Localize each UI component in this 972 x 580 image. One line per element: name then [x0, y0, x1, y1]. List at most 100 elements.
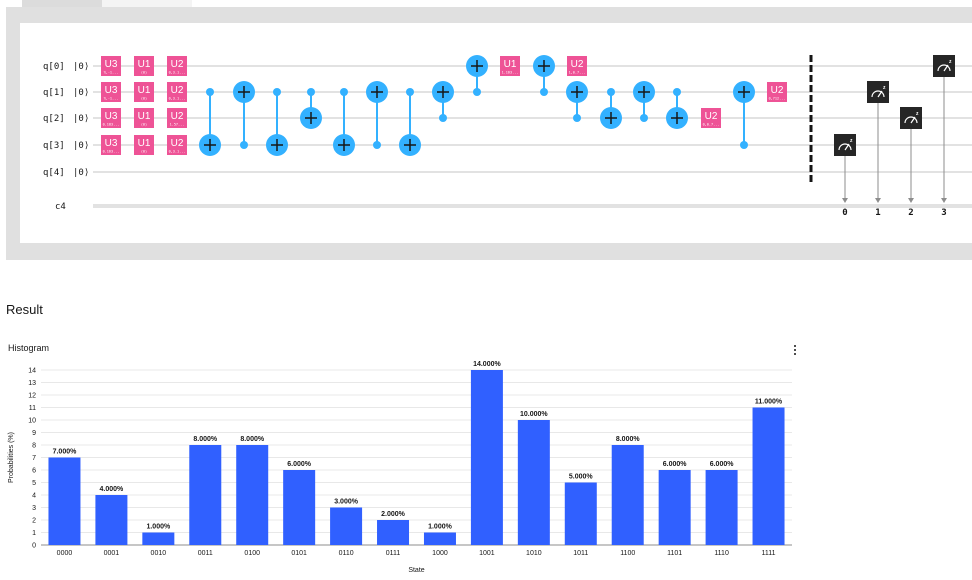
gate-box[interactable] [167, 56, 187, 76]
circuit-canvas[interactable]: q[0] |0⟩ q[1] |0⟩ q[2] |0⟩ q[3] |0⟩ q[4] |0⟩ c4 U3 π… [20, 23, 972, 243]
gate-param: 0,712... [769, 97, 786, 101]
cnot-control-dot[interactable] [240, 141, 248, 149]
measure-box[interactable] [867, 81, 889, 103]
data-label: 10.000% [520, 411, 548, 418]
bar-1001[interactable] [470, 370, 503, 545]
measure-box[interactable] [834, 134, 856, 156]
measure-box[interactable] [900, 107, 922, 129]
gate-u2[interactable]: U20,3.1... [167, 135, 187, 155]
gate-box[interactable] [134, 56, 154, 76]
cnot-control-dot[interactable] [673, 88, 681, 96]
bar-0111[interactable] [377, 520, 410, 545]
bar-0010[interactable] [142, 532, 175, 546]
gate-u3[interactable]: U3π,-1... [101, 82, 121, 102]
bar-0101[interactable] [283, 470, 316, 545]
bar-1101[interactable] [658, 470, 691, 545]
cnot-gate[interactable] [432, 81, 454, 122]
bar-0001[interactable] [95, 495, 128, 545]
cnot-gate[interactable] [533, 55, 555, 96]
cnot-gate[interactable] [633, 81, 655, 122]
bar-1100[interactable] [611, 445, 644, 545]
gate-box[interactable] [101, 56, 121, 76]
cnot-gate[interactable] [733, 81, 755, 149]
gate-box[interactable] [101, 108, 121, 128]
gate-box[interactable] [767, 82, 787, 102]
overflow-menu-icon[interactable] [788, 342, 804, 358]
cnot-control-dot[interactable] [473, 88, 481, 96]
cnot-gate[interactable] [666, 88, 688, 129]
gate-u2[interactable]: U20,0.7... [701, 108, 721, 128]
x-tick-label: 0010 [151, 550, 167, 557]
gate-box[interactable] [134, 82, 154, 102]
cnot-control-dot[interactable] [206, 88, 214, 96]
measure-box[interactable] [933, 55, 955, 77]
cnot-gate[interactable] [233, 81, 255, 149]
bar-1110[interactable] [705, 470, 738, 545]
bar-1010[interactable] [517, 420, 550, 545]
measure-gate[interactable]: z [867, 81, 889, 203]
data-label: 6.000% [287, 461, 312, 468]
gate-u2[interactable]: U20,3.1... [167, 82, 187, 102]
cnot-control-dot[interactable] [273, 88, 281, 96]
gate-name: U2 [771, 85, 784, 96]
cnot-control-dot[interactable] [640, 114, 648, 122]
measure-gate[interactable]: z [900, 107, 922, 203]
data-label: 14.000% [473, 361, 501, 368]
cnot-control-dot[interactable] [307, 88, 315, 96]
bar-0100[interactable] [236, 445, 269, 545]
gate-u2[interactable]: U21,0.7... [567, 56, 587, 76]
gate-u2[interactable]: U21.57... [167, 108, 187, 128]
gate-box[interactable] [134, 135, 154, 155]
bar-0000[interactable] [48, 457, 81, 546]
gate-u1[interactable]: U1(0) [134, 135, 154, 155]
cnot-control-dot[interactable] [573, 114, 581, 122]
gate-u2[interactable]: U20,3.1... [167, 56, 187, 76]
gate-u1[interactable]: U11.163... [500, 56, 520, 76]
gate-box[interactable] [134, 108, 154, 128]
gate-box[interactable] [101, 135, 121, 155]
cnot-gate[interactable] [300, 88, 322, 129]
gate-u2[interactable]: U20,712... [767, 82, 787, 102]
gate-box[interactable] [167, 135, 187, 155]
cnot-control-dot[interactable] [340, 88, 348, 96]
cnot-control-dot[interactable] [540, 88, 548, 96]
cnot-control-dot[interactable] [740, 141, 748, 149]
x-tick-label: 0101 [291, 550, 307, 557]
cnot-gate[interactable] [333, 88, 355, 156]
bar-0110[interactable] [330, 507, 363, 546]
cnot-control-dot[interactable] [607, 88, 615, 96]
x-tick-label: 0110 [339, 550, 354, 557]
gate-box[interactable] [567, 56, 587, 76]
bar-1011[interactable] [564, 482, 597, 546]
tab-inactive[interactable] [102, 0, 192, 7]
gate-box[interactable] [101, 82, 121, 102]
measure-gate[interactable]: z [933, 55, 955, 203]
cnot-gate[interactable] [399, 88, 421, 156]
gate-u3[interactable]: U30.183... [101, 108, 121, 128]
gate-u1[interactable]: U1(0) [134, 56, 154, 76]
cnot-gate[interactable] [566, 81, 588, 122]
gate-box[interactable] [500, 56, 520, 76]
gate-box[interactable] [167, 108, 187, 128]
cnot-gate[interactable] [366, 81, 388, 149]
gate-u1[interactable]: U1(0) [134, 108, 154, 128]
cnot-gate[interactable] [199, 88, 221, 156]
cnot-control-dot[interactable] [373, 141, 381, 149]
bar-1000[interactable] [423, 532, 456, 546]
bar-1111[interactable] [752, 407, 785, 546]
gate-u1[interactable]: U1(0) [134, 82, 154, 102]
y-tick-label: 7 [32, 455, 36, 462]
cnot-gate[interactable] [266, 88, 288, 156]
cnot-gate[interactable] [600, 88, 622, 129]
measure-gate[interactable]: z [834, 134, 856, 203]
gate-u3[interactable]: U30.163... [101, 135, 121, 155]
bar-0011[interactable] [189, 445, 222, 545]
gate-u3[interactable]: U3π,-1... [101, 56, 121, 76]
cnot-control-dot[interactable] [439, 114, 447, 122]
circuit-diagram[interactable]: q[0] |0⟩q[1] |0⟩q[2] |0⟩q[3] |0⟩q[4] |0⟩c4U3π… [20, 23, 972, 243]
cnot-gate[interactable] [466, 55, 488, 96]
gate-box[interactable] [701, 108, 721, 128]
tab-active[interactable] [22, 0, 102, 7]
cnot-control-dot[interactable] [406, 88, 414, 96]
gate-box[interactable] [167, 82, 187, 102]
